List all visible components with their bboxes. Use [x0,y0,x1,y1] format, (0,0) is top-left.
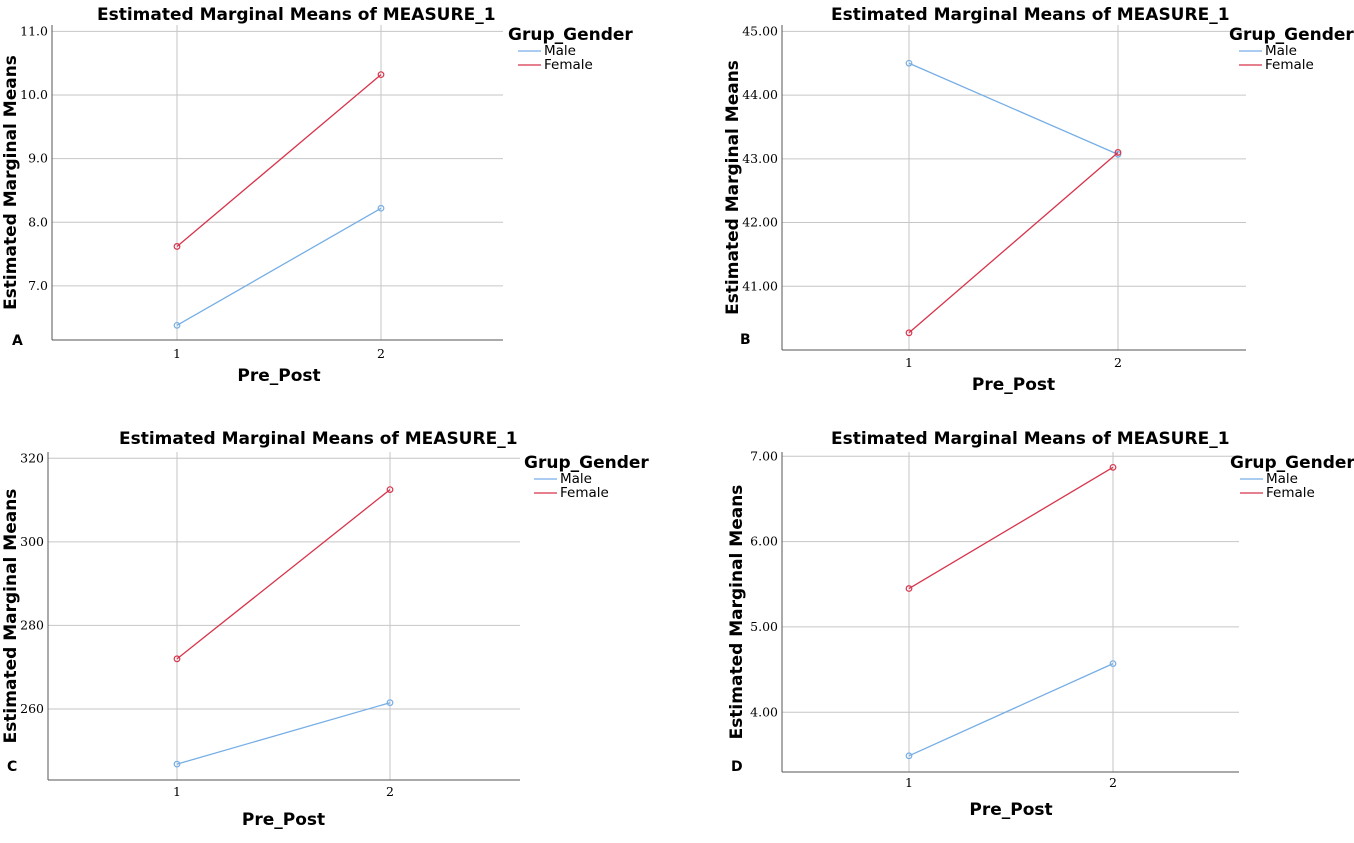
y-tick-label: 10.0 [20,87,48,102]
point-female-1 [905,329,913,337]
y-tick-label: 11.0 [20,23,48,38]
y-tick-label: 4.00 [750,704,778,719]
point-female-2 [1109,463,1117,471]
legend-label-male: Male [1265,43,1297,59]
chart-title: Estimated Marginal Means of MEASURE_1 [119,429,518,449]
legend-label-male: Male [544,43,576,59]
y-tick-label: 260 [20,701,44,716]
y-axis-title: Estimated Marginal Means [723,60,743,315]
legend-label-male: Male [560,471,592,487]
y-tick-label: 8.0 [28,214,48,229]
chart-c: 260 280 300 320 1 2 Estimated Marginal Means o… [1,429,649,830]
point-male-2 [377,204,385,212]
legend-title: Grup_Gender [1229,25,1354,45]
series-line-female [908,466,1114,590]
x-axis-title: Pre_Post [237,366,320,386]
panel-label: D [731,759,743,775]
chart-d: 4.00 5.00 6.00 7.00 1 2 Estimated Marginal Mea… [727,429,1354,820]
chart-title: Estimated Marginal Means of MEASURE_1 [831,5,1230,25]
legend-title: Grup_Gender [508,25,633,45]
legend-title: Grup_Gender [524,453,649,473]
y-tick-label: 43.00 [742,151,778,166]
legend-label-female: Female [1266,485,1315,501]
x-tick-label: 2 [1109,775,1117,790]
point-male-1 [173,321,181,329]
y-tick-label: 45.00 [742,23,778,38]
chart-b: 41.00 42.00 43.00 44.00 45.00 1 2 Estimated Mar… [723,5,1354,395]
series-line-male [908,663,1114,757]
panel-label: B [740,332,751,348]
x-tick-label: 1 [905,355,913,370]
x-axis-title: Pre_Post [969,800,1052,820]
point-male-2 [1109,660,1117,668]
chart-title: Estimated Marginal Means of MEASURE_1 [831,429,1230,449]
point-female-2 [1114,149,1122,156]
point-male-2 [386,699,394,707]
chart-title: Estimated Marginal Means of MEASURE_1 [97,5,496,25]
x-tick-label: 1 [173,784,181,799]
x-tick-label: 2 [1114,355,1122,370]
y-tick-label: 300 [20,534,44,549]
x-axis-title: Pre_Post [242,810,325,830]
series-line-female [176,74,382,247]
y-axis-title: Estimated Marginal Means [727,485,747,740]
legend-label-female: Female [560,485,609,501]
y-tick-label: 9.0 [28,151,48,166]
y-tick-label: 41.00 [742,278,778,293]
series-line-female [176,489,391,660]
y-tick-label: 280 [20,617,44,632]
series-line-female [908,151,1119,334]
y-tick-label: 44.00 [742,87,778,102]
x-tick-label: 1 [905,775,913,790]
series-line-male [176,702,391,765]
legend-title: Grup_Gender [1230,453,1354,473]
y-tick-label: 7.00 [750,448,778,463]
point-male-1 [905,59,913,67]
series-line-male [176,207,382,326]
chart-a: 7.0 8.0 9.0 10.0 11.0 1 2 Estimated Marginal Me… [1,5,633,386]
point-female-1 [173,243,181,250]
y-tick-label: 5.00 [750,619,778,634]
point-female-1 [173,655,181,663]
legend-label-female: Female [1265,57,1314,73]
x-tick-label: 2 [386,784,394,799]
point-male-1 [173,760,181,768]
y-tick-label: 6.00 [750,534,778,549]
point-female-2 [377,71,385,79]
x-axis-title: Pre_Post [972,375,1055,395]
point-female-1 [905,585,913,592]
series-line-male [908,62,1119,155]
panel-label: C [7,759,17,775]
point-female-2 [386,486,394,494]
y-axis-title: Estimated Marginal Means [1,55,21,310]
y-tick-label: 320 [20,450,44,465]
y-tick-label: 7.0 [28,278,48,293]
legend-label-female: Female [544,57,593,73]
x-tick-label: 2 [377,346,385,361]
point-male-1 [905,752,913,760]
y-axis-title: Estimated Marginal Means [1,489,21,744]
x-tick-label: 1 [173,346,181,361]
y-tick-label: 42.00 [742,215,778,230]
panel-label: A [12,333,23,349]
legend-label-male: Male [1266,471,1298,487]
